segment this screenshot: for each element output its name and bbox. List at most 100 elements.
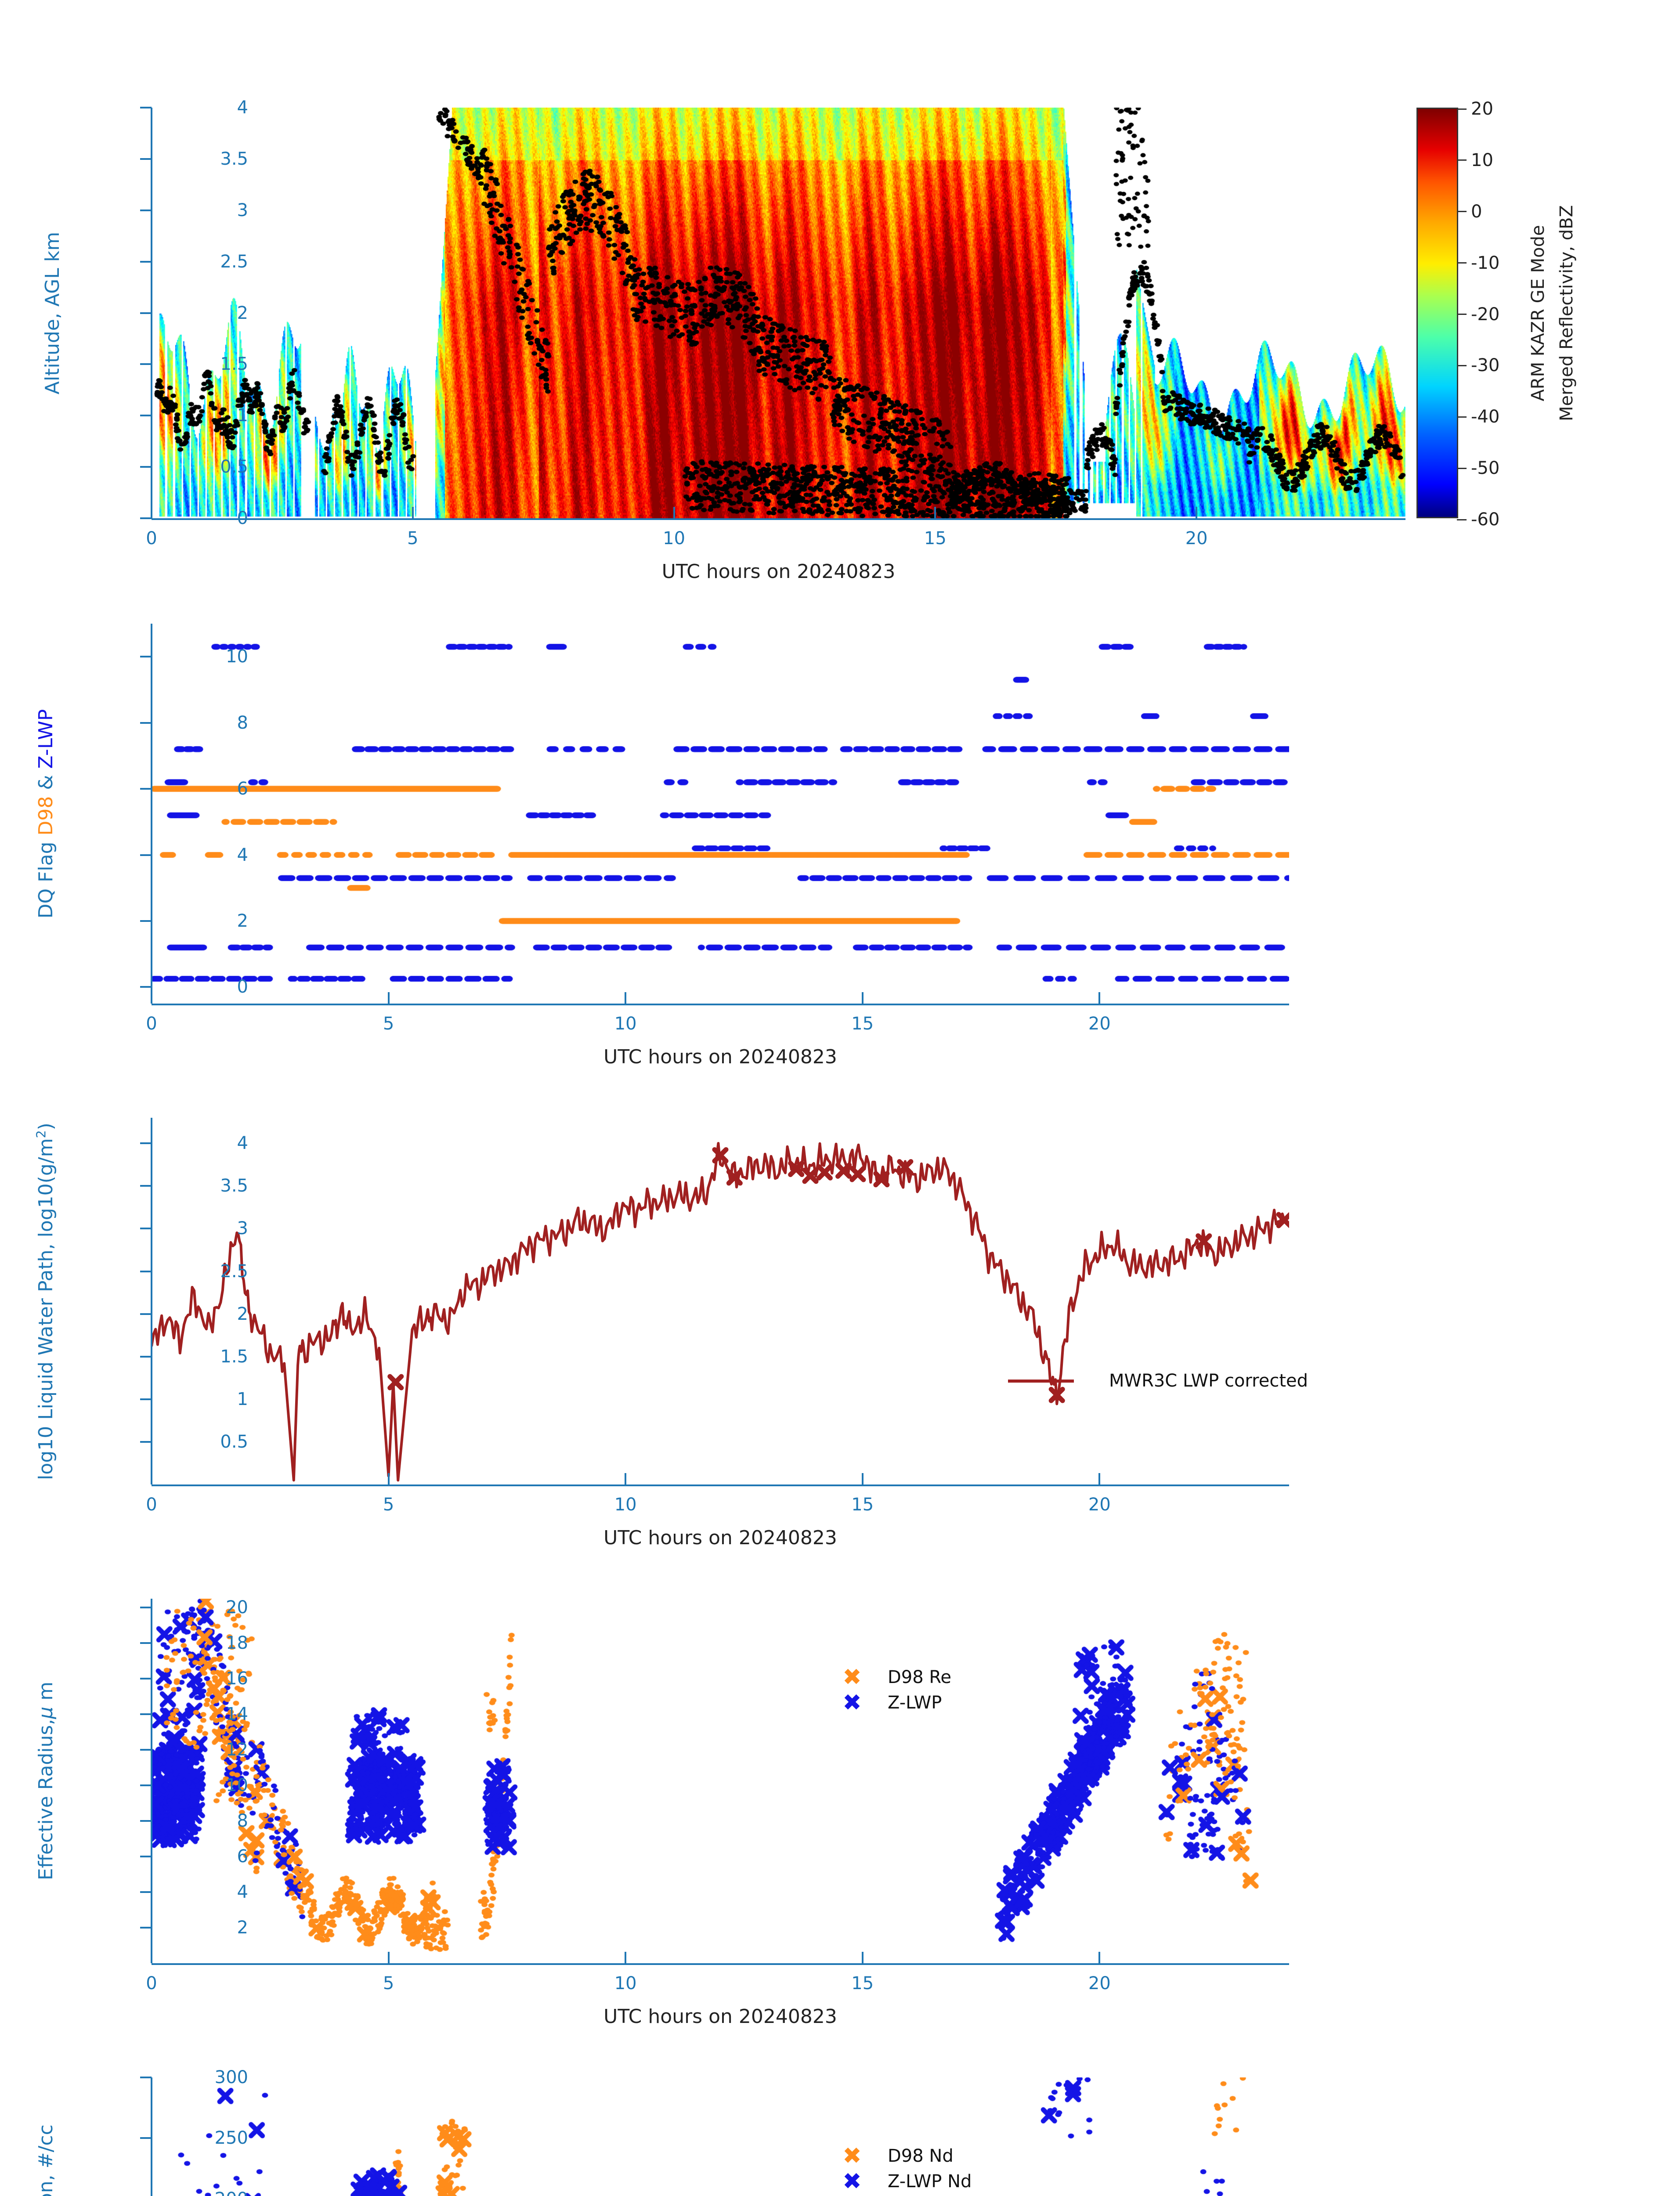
legend-panel5: ✖ D98 Nd ✖ Z-LWP Nd xyxy=(837,2143,972,2194)
colorbar-tick xyxy=(1457,416,1467,418)
legend-label: D98 Nd xyxy=(888,2146,954,2166)
lwp-marker xyxy=(788,1161,805,1177)
lwp-marker xyxy=(802,1167,819,1184)
lwp-marker xyxy=(897,1159,914,1176)
plot-area-panel2 xyxy=(152,624,1289,1004)
y-tick xyxy=(140,1185,152,1187)
y-axis-line xyxy=(151,108,152,518)
x-tick xyxy=(1098,992,1101,1004)
y-tick xyxy=(140,1784,152,1787)
x-tick-label: 20 xyxy=(1088,1014,1111,1034)
plot-area-panel1 xyxy=(152,108,1405,518)
x-tick-label: 20 xyxy=(1185,528,1208,549)
y-tick xyxy=(140,788,152,790)
colorbar: 20 10 0 -10 -20 -30 -40 -50 -60 xyxy=(1416,99,1499,530)
x-tick xyxy=(151,992,152,1004)
y-tick xyxy=(140,517,152,519)
lwp-marker xyxy=(1048,1387,1065,1403)
y-axis-line xyxy=(151,1118,152,1484)
x-tick-label: 0 xyxy=(146,1495,157,1515)
x-axis-label: UTC hours on 20240823 xyxy=(603,1046,837,1068)
y-tick-label: 0.5 xyxy=(220,457,248,477)
y-axis-label-part-1: D98 xyxy=(35,796,57,836)
chart-panel-panel2: 0 2 4 6 8 10 0 5 10 15 20 UTC hours on 20240823 xyxy=(140,624,1289,1068)
y-tick-label: 250 xyxy=(214,2128,248,2149)
legend-item-1: ✖ Z-LWP xyxy=(837,1690,951,1716)
x-axis-label: UTC hours on 20240823 xyxy=(603,1527,837,1549)
legend-x-marker-icon: ✖ xyxy=(842,1690,862,1716)
y-tick xyxy=(140,1313,152,1315)
y-tick xyxy=(140,986,152,988)
x-axis-line xyxy=(152,518,1405,520)
y-tick-label: 2 xyxy=(237,910,248,931)
x-tick xyxy=(412,507,414,518)
dq-flag-scatter xyxy=(152,624,1289,1004)
y-axis-label: Droplet Concentration, #/cc xyxy=(35,2124,57,2196)
x-tick xyxy=(151,507,152,518)
x-tick xyxy=(625,1473,627,1484)
x-tick xyxy=(387,1473,390,1484)
y-tick xyxy=(140,312,152,314)
colorbar-title-line1: ARM KAZR GE Mode xyxy=(1528,224,1548,401)
y-tick-label: 14 xyxy=(226,1704,248,1725)
legend-label: Z-LWP Nd xyxy=(888,2171,972,2192)
plot-area-panel4 xyxy=(152,1599,1289,1963)
lwp-marker xyxy=(873,1171,890,1188)
y-tick-label: 0.5 xyxy=(220,1431,248,1452)
reflectivity-curtain xyxy=(152,108,1405,518)
y-tick-label: 1 xyxy=(237,1389,248,1409)
legend-label: MWR3C LWP corrected xyxy=(1109,1371,1308,1391)
x-tick-label: 5 xyxy=(383,1495,394,1515)
y-tick xyxy=(140,1749,152,1751)
colorbar-tick-label: 20 xyxy=(1471,99,1493,119)
y-tick xyxy=(140,1142,152,1145)
x-tick-label: 0 xyxy=(146,528,157,549)
y-tick xyxy=(140,260,152,263)
y-tick xyxy=(140,1607,152,1609)
y-tick-label: 0 xyxy=(237,977,248,997)
x-tick-label: 20 xyxy=(1088,1495,1111,1515)
legend-line-swatch xyxy=(1008,1379,1074,1383)
colorbar-title-line2: Merged Reflectivity, dBZ xyxy=(1557,205,1577,421)
y-tick xyxy=(140,1642,152,1644)
lwp-marker xyxy=(816,1164,833,1181)
x-tick xyxy=(151,1473,152,1484)
x-axis-label: UTC hours on 20240823 xyxy=(661,560,896,583)
y-tick-label: 8 xyxy=(237,712,248,733)
y-axis-label-part-3: Z-LWP xyxy=(35,709,57,769)
x-tick xyxy=(1098,1473,1101,1484)
colorbar-tick-label: -20 xyxy=(1471,304,1500,325)
legend-panel3: MWR3C LWP corrected xyxy=(1008,1368,1308,1394)
colorbar-tick-label: 10 xyxy=(1471,150,1493,170)
x-tick xyxy=(861,1473,863,1484)
colorbar-tick-label: -10 xyxy=(1471,253,1500,273)
y-tick-label: 18 xyxy=(226,1633,248,1654)
y-tick xyxy=(140,158,152,160)
y-axis-label: Effective Radius,μ m xyxy=(35,1681,57,1881)
x-tick-label: 15 xyxy=(924,528,947,549)
y-axis-line xyxy=(151,2077,152,2196)
x-tick xyxy=(673,507,675,518)
chart-panel-panel5: 05010015020025030005101520UTC hours on 2… xyxy=(35,2069,1289,2196)
lwp-marker xyxy=(1196,1233,1212,1250)
y-axis-line xyxy=(151,1599,152,1963)
y-tick xyxy=(140,1398,152,1400)
x-axis-line xyxy=(152,1963,1289,1965)
y-tick-label: 6 xyxy=(237,1846,248,1867)
lwp-marker xyxy=(712,1147,729,1163)
y-tick xyxy=(140,1891,152,1893)
y-tick-label: 8 xyxy=(237,1811,248,1831)
legend-item-mwr3c: MWR3C LWP corrected xyxy=(1008,1368,1308,1394)
y-tick xyxy=(140,1355,152,1358)
x-axis-line xyxy=(152,1004,1289,1005)
y-tick-label: 10 xyxy=(226,1775,248,1796)
x-tick-label: 0 xyxy=(146,1014,157,1034)
y-tick-label: 3 xyxy=(237,200,248,220)
y-tick xyxy=(140,1713,152,1716)
colorbar-tick xyxy=(1457,262,1467,264)
x-tick xyxy=(861,992,863,1004)
colorbar-tick-label: -60 xyxy=(1471,509,1500,530)
x-tick-label: 10 xyxy=(614,1014,637,1034)
y-tick-label: 200 xyxy=(134,2190,248,2196)
